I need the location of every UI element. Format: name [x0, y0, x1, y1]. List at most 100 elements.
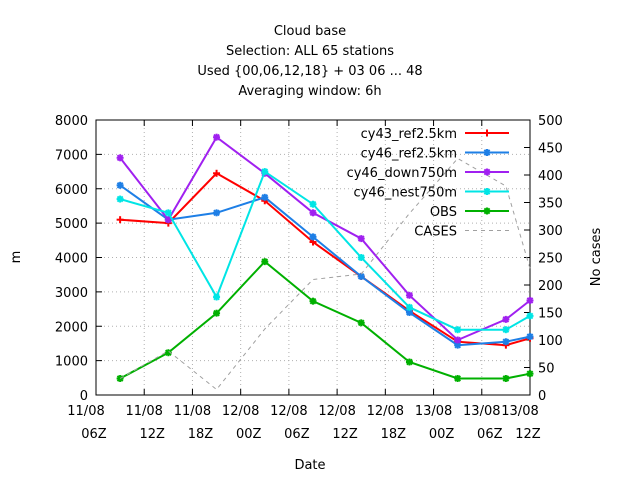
title-line-2: Selection: ALL 65 stations	[226, 44, 394, 59]
data-point-cy46_nest750m	[213, 293, 221, 301]
data-point-OBS	[502, 375, 510, 382]
chart-title: Cloud base Selection: ALL 65 stations Us…	[197, 24, 422, 99]
data-point-OBS	[261, 258, 269, 266]
data-point-OBS	[213, 309, 221, 317]
data-point-cy46_nest750m	[261, 168, 269, 176]
x-tick-label-date: 11/08	[174, 404, 211, 419]
data-point-cy46_ref2.5km	[502, 338, 510, 346]
series-line-cy46_ref2.5km	[119, 184, 531, 347]
data-point-cy46_down750m	[405, 291, 413, 299]
y-tick-label: 8000	[55, 114, 88, 129]
legend-label: cy46_down750m	[347, 166, 457, 181]
data-point-OBS	[357, 319, 365, 327]
y-tick-label: 2000	[55, 320, 88, 335]
data-point-OBS	[309, 297, 317, 305]
y2-tick-label: 250	[538, 252, 563, 267]
x-tick-label-date: 12/08	[367, 404, 404, 419]
data-point-cy46_nest750m	[357, 254, 365, 261]
legend-marker	[483, 168, 491, 176]
x-tick-label-date: 12/08	[318, 404, 355, 419]
data-point-cy46_down750m	[526, 296, 534, 304]
data-point-cy46_nest750m	[405, 303, 413, 311]
title-line-1: Cloud base	[274, 24, 346, 39]
y2-tick-label: 200	[538, 279, 563, 294]
x-tick-label-date: 13/08	[463, 404, 500, 419]
title-line-4: Averaging window: 6h	[238, 84, 381, 99]
x-tick-label-date: 13/08	[415, 404, 452, 419]
legend-label: cy43_ref2.5km	[361, 127, 457, 142]
y-tick-label: 7000	[55, 148, 88, 163]
data-point-OBS	[405, 358, 413, 366]
x-tick-label-date: 12/08	[222, 404, 259, 419]
y2-axis-label: No cases	[589, 228, 604, 287]
y2-tick-label: 400	[538, 169, 563, 184]
x-tick-label-hour: 12Z	[515, 427, 541, 442]
x-axis-label: Date	[294, 458, 325, 473]
series-line-OBS	[119, 260, 531, 380]
x-tick-label-hour: 06Z	[81, 427, 107, 442]
legend-label: cy46_ref2.5km	[361, 147, 457, 162]
data-point-cy46_nest750m	[309, 200, 317, 208]
data-point-cy46_down750m	[309, 209, 317, 217]
y2-tick-label: 50	[538, 362, 555, 377]
legend-label: OBS	[430, 205, 457, 220]
x-tick-label-hour: 06Z	[477, 427, 503, 442]
data-point-cy46_nest750m	[502, 326, 510, 334]
data-point-cy43_ref2.5km	[213, 169, 221, 177]
x-tick-label-hour: 18Z	[381, 427, 407, 442]
x-tick-label-hour: 06Z	[284, 427, 310, 442]
data-point-cy46_down750m	[454, 336, 462, 344]
x-tick-label-hour: 12Z	[139, 427, 165, 442]
y2-tick-label: 500	[538, 114, 563, 129]
y2-tick-label: 450	[538, 142, 563, 157]
x-tick-label-date: 13/08	[501, 404, 538, 419]
x-tick-label-hour: 00Z	[429, 427, 455, 442]
data-point-cy46_down750m	[502, 315, 510, 323]
data-point-cy43_ref2.5km	[116, 216, 124, 224]
data-point-cy46_down750m	[164, 216, 172, 224]
data-point-cy46_down750m	[357, 235, 365, 243]
legend-label: CASES	[414, 225, 457, 240]
series-line-cy43_ref2.5km	[120, 172, 531, 347]
data-point-OBS	[164, 349, 172, 357]
y-tick-label: 0	[80, 389, 88, 404]
data-point-cy46_down750m	[213, 133, 221, 141]
data-point-cy46_down750m	[116, 154, 124, 162]
y-tick-label: 6000	[55, 183, 88, 198]
data-point-cy46_ref2.5km	[309, 233, 317, 241]
legend-marker	[483, 207, 491, 215]
data-point-cy46_nest750m	[526, 312, 534, 320]
y2-tick-label: 150	[538, 307, 563, 322]
data-point-cy46_ref2.5km	[526, 333, 534, 341]
y-axis-label: m	[9, 251, 24, 264]
plot-area: 0 1000 2000 3000 4000 5000 6000 7000 8000 0 50 100 1…	[55, 114, 563, 442]
data-point-cy46_ref2.5km	[213, 209, 221, 217]
title-line-3: Used {00,06,12,18} + 03 06 ... 48	[197, 64, 422, 79]
series-line-cy46_nest750m	[119, 170, 531, 331]
data-point-cy46_nest750m	[116, 195, 124, 203]
data-point-cy46_ref2.5km	[116, 181, 124, 189]
legend-marker	[483, 149, 491, 156]
y2-tick-label: 350	[538, 197, 563, 212]
data-point-cy46_nest750m	[164, 209, 172, 217]
y-tick-label: 5000	[55, 217, 88, 232]
x-tick-label-hour: 12Z	[332, 427, 358, 442]
y2-tick-label: 100	[538, 334, 563, 349]
y-tick-label: 1000	[55, 355, 88, 370]
legend-marker	[483, 188, 491, 195]
x-tick-label-date: 11/08	[125, 404, 162, 419]
x-tick-label-date: 12/08	[270, 404, 307, 419]
x-tick-label-hour: 00Z	[236, 427, 262, 442]
series-line-CASES	[119, 157, 531, 391]
data-point-OBS	[454, 375, 462, 382]
data-point-OBS	[526, 370, 534, 378]
y2-tick-label: 300	[538, 224, 563, 239]
y-tick-label: 3000	[55, 286, 88, 301]
legend-marker	[483, 129, 491, 137]
data-point-cy46_nest750m	[454, 326, 462, 334]
series-line-cy46_down750m	[119, 135, 531, 342]
data-point-cy46_ref2.5km	[261, 193, 269, 201]
x-tick-label-date: 11/08	[67, 404, 104, 419]
